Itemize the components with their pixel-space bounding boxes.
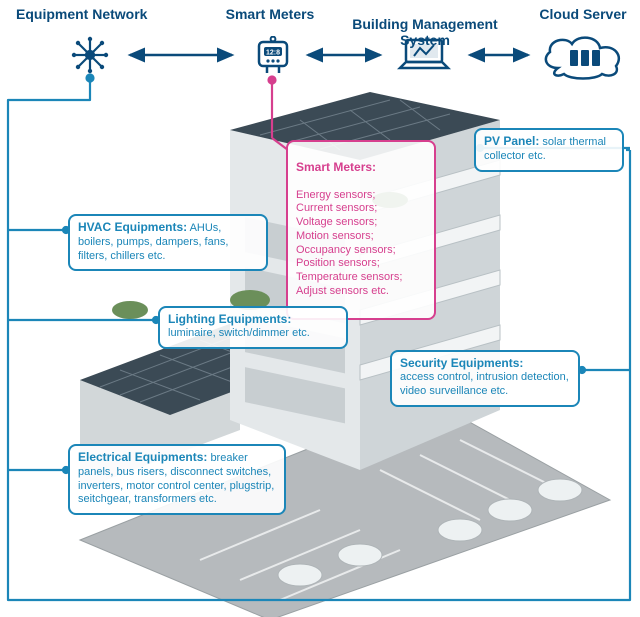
laptop-icon — [396, 38, 452, 74]
header-cloud-server: Cloud Server — [528, 6, 638, 22]
svg-text:12:8: 12:8 — [266, 50, 280, 57]
callout-hvac: HVAC Equipments: AHUs, boilers, pumps, d… — [68, 214, 268, 271]
network-hub-icon — [70, 35, 110, 75]
callout-pv: PV Panel: solar thermal collector etc. — [474, 128, 624, 172]
callout-lighting: Lighting Equipments: luminaire, switch/d… — [158, 306, 348, 349]
cloud-server-icon — [536, 32, 630, 80]
smart-meter-icon: 12:8 — [254, 36, 292, 76]
header-equipment-network: Equipment Network — [16, 6, 186, 22]
callout-electrical: Electrical Equipments: breaker panels, b… — [68, 444, 286, 515]
callout-smart-meters: Smart Meters: Energy sensors; Current se… — [286, 140, 436, 320]
header-smart-meters: Smart Meters — [210, 6, 330, 22]
callout-security: Security Equipments: access control, int… — [390, 350, 580, 407]
